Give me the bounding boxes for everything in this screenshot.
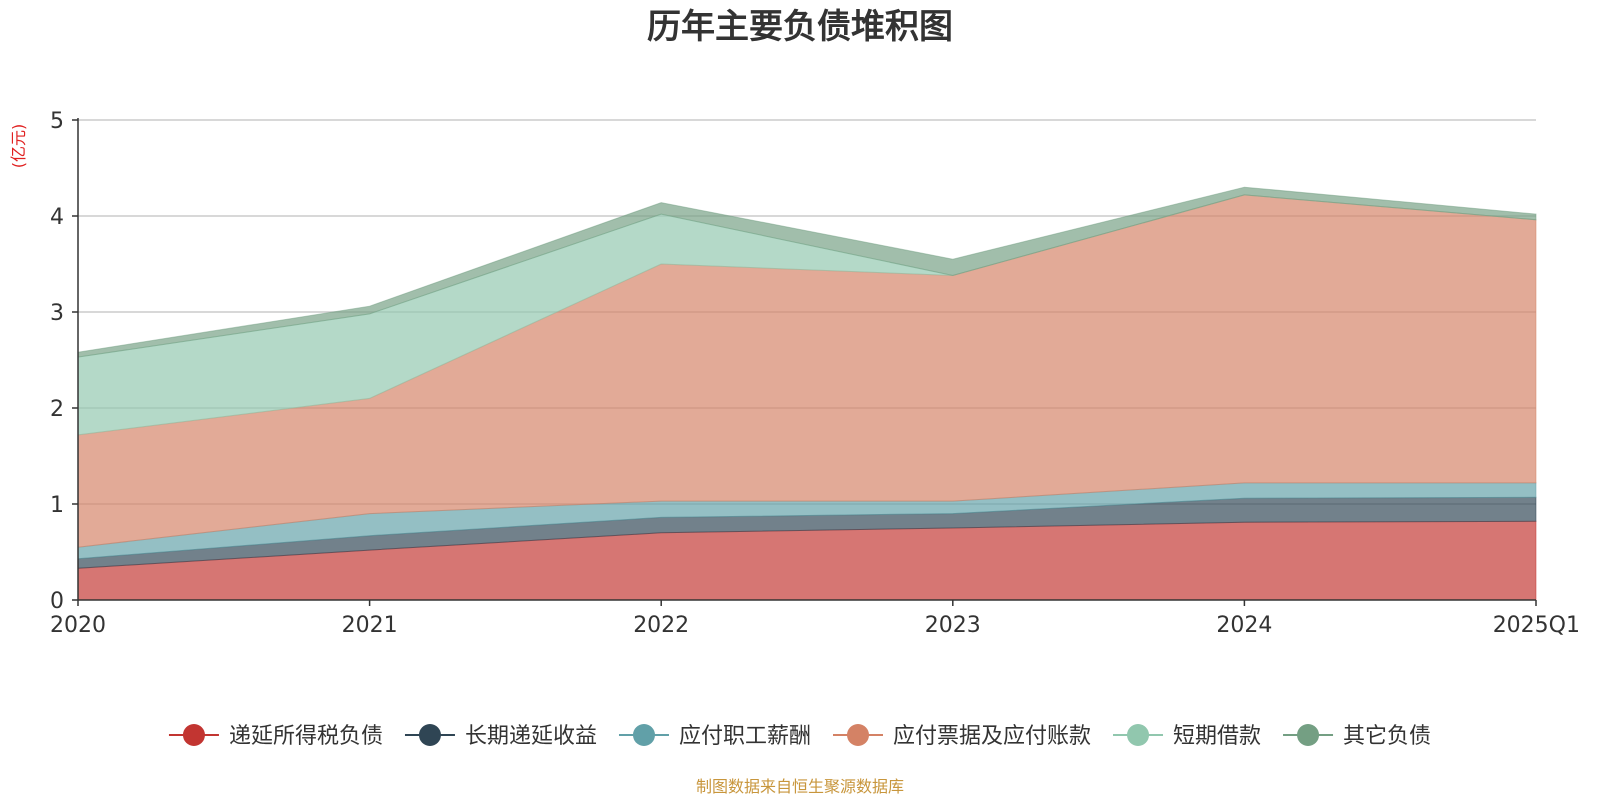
legend: 递延所得税负债 长期递延收益 应付职工薪酬 应付票据及应付账款 短期借款 其它负债 (168, 724, 1431, 749)
legend-item: 其它负债 (1283, 724, 1431, 749)
legend-marker-icon (182, 724, 205, 746)
x-tick-label: 2020 (50, 613, 106, 638)
legend-item: 递延所得税负债 (168, 724, 383, 749)
y-tick-label: 1 (50, 493, 64, 518)
legend-marker-icon (847, 724, 869, 746)
legend-label: 应付职工薪酬 (679, 724, 811, 749)
x-tick-label: 2021 (342, 613, 398, 638)
legend-label: 短期借款 (1173, 724, 1261, 749)
legend-marker-icon (1297, 724, 1320, 746)
y-tick-label: 0 (50, 589, 64, 614)
legend-item: 长期递延收益 (404, 724, 597, 749)
y-tick-label: 2 (50, 397, 64, 422)
legend-marker-icon (632, 724, 655, 746)
x-tick-label: 2023 (925, 613, 981, 638)
legend-marker-icon (418, 724, 441, 746)
legend-item: 短期借款 (1113, 724, 1261, 749)
x-tick-label: 2024 (1216, 613, 1272, 638)
x-tick-label: 2022 (633, 613, 689, 638)
legend-label: 长期递延收益 (465, 724, 597, 749)
legend-marker-icon (1127, 724, 1150, 746)
area-series (77, 186, 1537, 601)
y-tick-label: 4 (50, 205, 64, 230)
y-tick-label: 5 (50, 109, 64, 134)
legend-label: 递延所得税负债 (229, 724, 383, 749)
x-tick-label: 2025Q1 (1493, 613, 1580, 638)
y-axis-unit: (亿元) (9, 124, 28, 169)
chart-title: 历年主要负债堆积图 (647, 7, 953, 47)
legend-label: 应付票据及应付账款 (893, 724, 1091, 749)
data-source-note: 制图数据来自恒生聚源数据库 (696, 777, 904, 796)
axes: 0 1 2 3 4 5 2020 2021 2022 2023 2024 2025Q1 (50, 109, 1580, 638)
legend-item: 应付职工薪酬 (618, 724, 811, 749)
y-tick-label: 3 (50, 301, 64, 326)
legend-item: 应付票据及应付账款 (833, 724, 1091, 749)
legend-label: 其它负债 (1343, 724, 1431, 749)
area-series-其它负债 (77, 186, 1537, 358)
